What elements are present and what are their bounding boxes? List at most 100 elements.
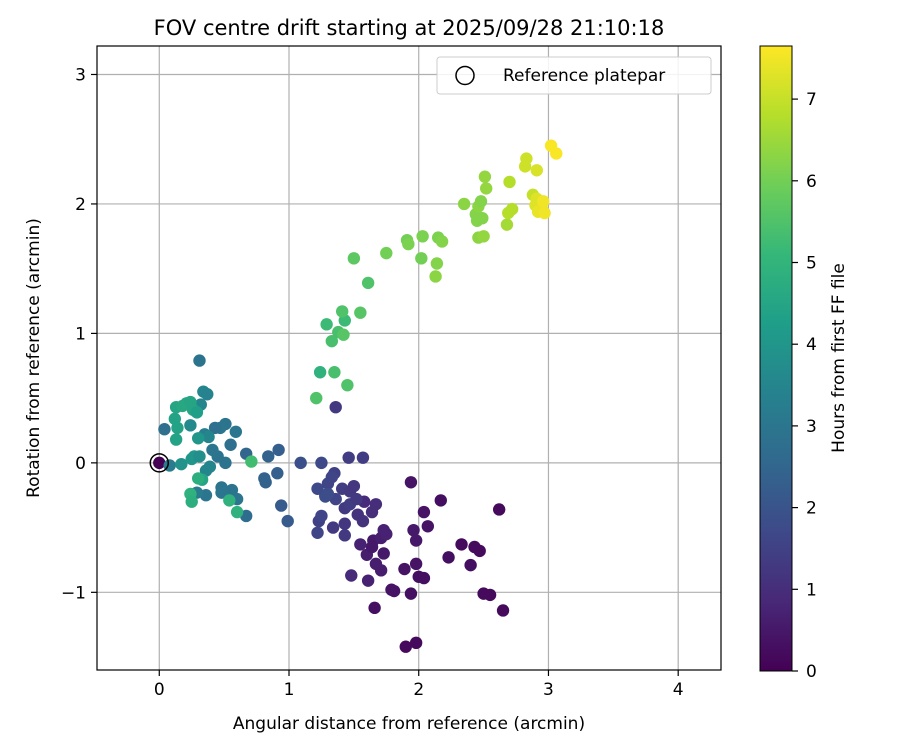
data-point: [520, 152, 533, 165]
data-point: [409, 534, 423, 547]
data-point: [550, 147, 563, 160]
gridlines: [97, 46, 721, 670]
legend-marker-icon: [455, 65, 475, 86]
data-point: [402, 237, 415, 251]
y-tick-label: 3: [75, 65, 86, 85]
data-point: [385, 583, 398, 596]
y-tick-label: 2: [75, 195, 86, 215]
data-point: [457, 197, 471, 211]
data-point: [341, 378, 354, 392]
data-point: [380, 246, 393, 260]
y-tick-label: 1: [75, 324, 86, 344]
data-point: [153, 456, 166, 470]
data-point: [225, 483, 239, 497]
colorbar-tick-label: 3: [806, 417, 817, 437]
data-point: [505, 202, 519, 216]
data-point: [479, 182, 493, 195]
data-point: [356, 451, 370, 464]
data-point: [338, 517, 351, 530]
x-tick-label: 1: [284, 680, 295, 700]
data-point: [313, 366, 327, 379]
data-point: [503, 175, 516, 189]
colorbar-tick-label: 1: [806, 580, 817, 600]
data-point: [409, 636, 423, 650]
data-point: [361, 574, 375, 587]
data-point: [184, 419, 197, 432]
y-axis-label: Rotation from reference (arcmin): [24, 218, 44, 498]
data-point: [193, 354, 206, 367]
data-point: [350, 492, 363, 506]
data-point: [417, 571, 431, 585]
data-point: [168, 412, 182, 426]
data-point: [315, 456, 328, 470]
data-point: [399, 640, 412, 653]
legend-label: Reference platepar: [503, 66, 665, 86]
x-tick-label: 3: [543, 680, 554, 700]
data-point: [477, 230, 490, 243]
data-point: [321, 477, 335, 490]
data-point: [202, 430, 215, 444]
data-point: [203, 460, 217, 473]
data-point: [347, 252, 361, 265]
data-point: [208, 421, 222, 435]
colorbar: [759, 45, 793, 672]
data-point: [430, 257, 444, 270]
data-point: [206, 443, 219, 457]
data-point: [245, 455, 258, 468]
data-point: [191, 472, 205, 485]
data-point: [415, 252, 428, 265]
y-tick-label: −1: [61, 583, 86, 603]
data-point: [275, 499, 288, 512]
data-point: [442, 551, 455, 564]
data-point: [354, 306, 367, 319]
data-point: [321, 487, 335, 501]
data-point: [464, 558, 477, 572]
data-point: [310, 391, 323, 405]
data-point: [191, 432, 205, 445]
plot-frame: [96, 45, 722, 671]
data-point: [429, 270, 442, 283]
x-axis-label: Angular distance from reference (arcmin): [233, 714, 585, 734]
colorbar-tick-label: 5: [806, 254, 817, 274]
data-point: [417, 505, 431, 519]
x-tick-label: 2: [413, 680, 424, 700]
colorbar-tick-label: 0: [806, 662, 817, 682]
data-point: [311, 526, 324, 539]
data-point: [492, 503, 506, 516]
data-point: [337, 328, 350, 341]
colorbar-tick-label: 6: [806, 172, 817, 192]
data-point: [229, 425, 243, 438]
data-point: [483, 588, 497, 602]
data-point: [224, 438, 237, 451]
x-axis-ticks: 0 1 2 3 4: [154, 670, 684, 700]
reference-marker: [149, 453, 170, 473]
y-axis-ticks: −1 0 1 2 3: [61, 65, 97, 603]
legend: Reference platepar: [436, 56, 712, 95]
data-point: [158, 423, 171, 436]
data-point: [320, 318, 333, 331]
data-point: [537, 195, 550, 208]
colorbar-tick-label: 2: [806, 499, 817, 519]
x-tick-label: 4: [673, 680, 684, 700]
data-point: [409, 557, 423, 571]
data-point: [329, 400, 342, 414]
legend-box: [436, 56, 712, 95]
data-point: [496, 604, 510, 617]
data-point: [311, 482, 324, 495]
data-point: [377, 547, 390, 560]
data-point: [185, 495, 198, 508]
data-point: [342, 451, 355, 464]
data-point: [398, 562, 411, 576]
data-point: [407, 523, 420, 537]
data-point: [361, 276, 375, 290]
data-point: [201, 388, 214, 401]
data-point: [335, 305, 349, 318]
chart-title: FOV centre drift starting at 2025/09/28 …: [154, 16, 665, 40]
data-point: [500, 218, 514, 231]
data-point: [434, 494, 447, 507]
data-point: [365, 505, 379, 519]
data-point: [262, 450, 275, 463]
colorbar-tick-label: 7: [806, 90, 817, 110]
data-point: [347, 479, 361, 493]
